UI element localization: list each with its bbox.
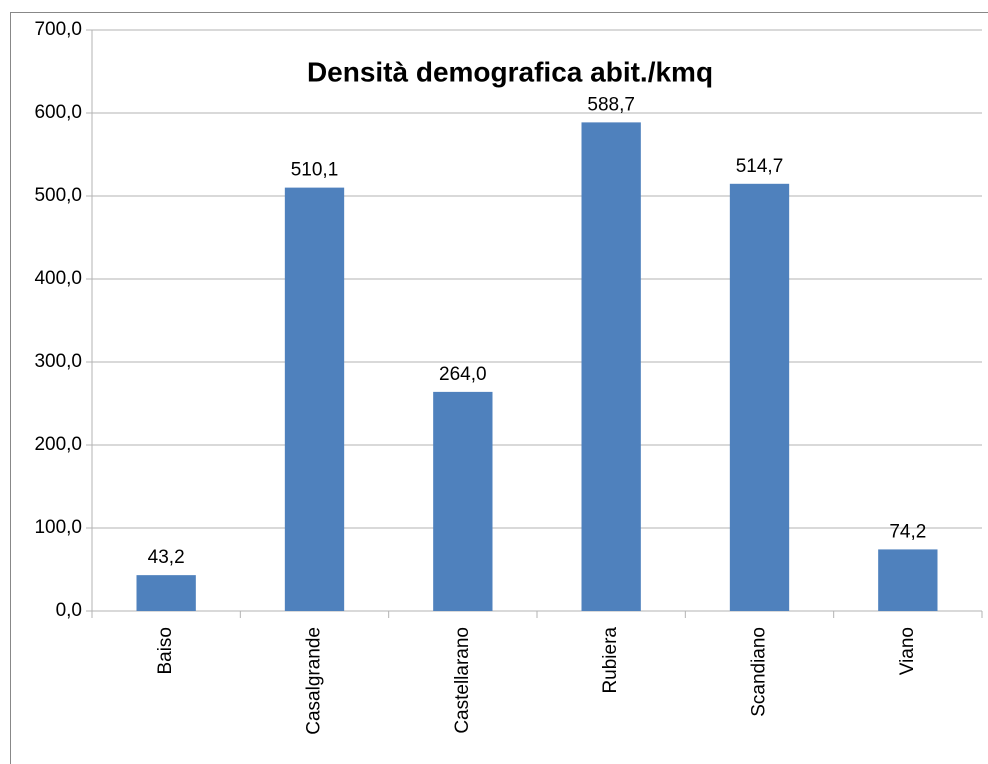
data-label: 264,0 — [439, 364, 487, 385]
y-tick-label: 300,0 — [34, 351, 82, 372]
y-tick-label: 400,0 — [34, 268, 82, 289]
data-label: 510,1 — [291, 160, 339, 181]
data-label: 514,7 — [736, 156, 784, 177]
bar — [581, 122, 641, 611]
y-tick-label: 100,0 — [34, 517, 82, 538]
y-tick-label: 200,0 — [34, 434, 82, 455]
y-tick-label: 500,0 — [34, 185, 82, 206]
x-tick-label: Viano — [897, 627, 918, 675]
bar — [433, 391, 493, 611]
y-tick-label: 0,0 — [56, 600, 82, 621]
y-tick-label: 700,0 — [34, 19, 82, 40]
x-tick-label: Rubiera — [600, 627, 621, 694]
bar — [136, 575, 196, 611]
chart-title: Densità demografica abit./kmq — [307, 56, 713, 87]
data-label: 43,2 — [148, 547, 185, 568]
bar — [729, 183, 790, 611]
x-tick-label: Casalgrande — [304, 627, 325, 735]
x-tick-label: Scandiano — [749, 627, 770, 717]
bar — [878, 549, 938, 611]
x-tick-label: Castellarano — [452, 627, 473, 734]
bar — [284, 187, 345, 611]
x-tick-label: Baiso — [155, 627, 176, 675]
chart-frame — [10, 12, 988, 764]
data-label: 74,2 — [889, 521, 926, 542]
data-label: 588,7 — [587, 94, 635, 115]
y-tick-label: 600,0 — [34, 102, 82, 123]
